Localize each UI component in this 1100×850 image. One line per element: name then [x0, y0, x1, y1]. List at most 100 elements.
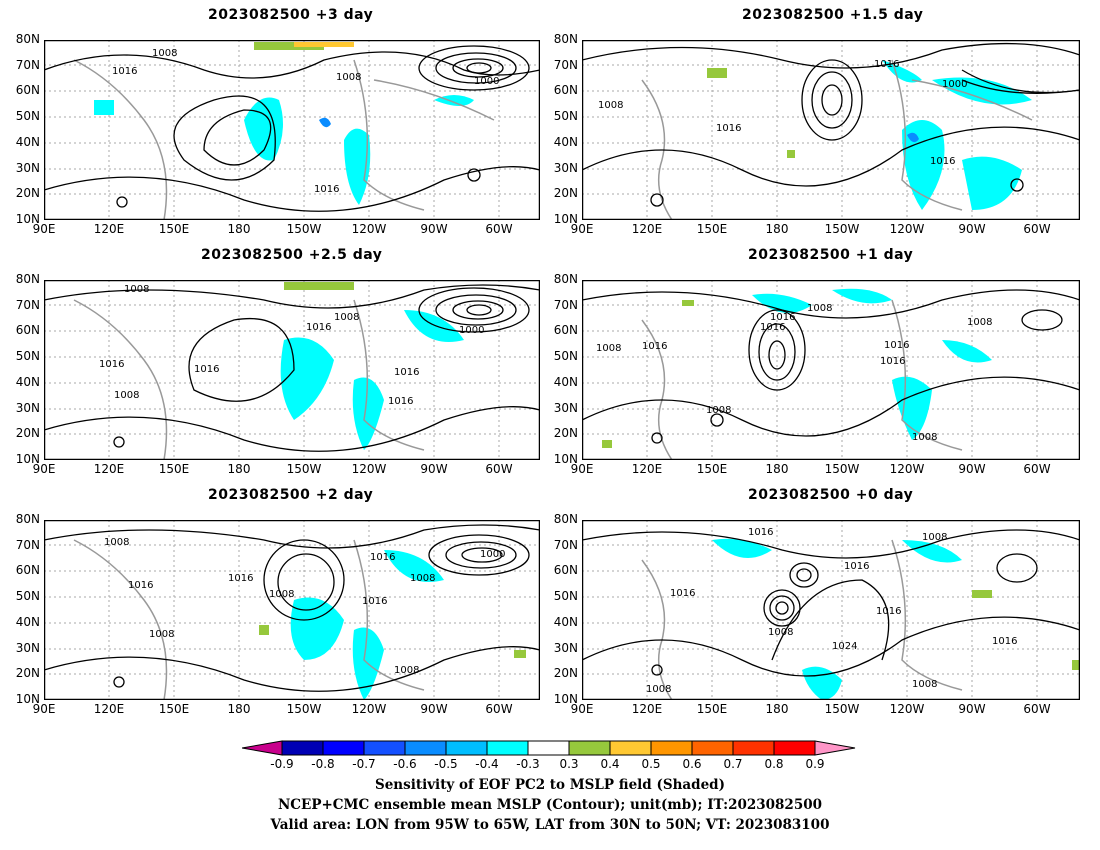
- lat-tick-label: 60N: [553, 323, 578, 338]
- lon-tick-label: 120W: [889, 702, 925, 716]
- colorbar-tick-label: -0.8: [311, 757, 335, 771]
- contour-label: 1016: [760, 322, 785, 333]
- contour-label: 1008: [334, 312, 359, 323]
- contour-label: 1016: [716, 123, 741, 134]
- lon-tick-label: 150E: [696, 702, 728, 716]
- lat-tick-label: 50N: [15, 589, 40, 604]
- contour-label: 1000: [474, 76, 499, 87]
- lat-tick-label: 30N: [553, 640, 578, 655]
- lat-tick-label: 40N: [15, 614, 40, 629]
- lat-tick-label: 20N: [553, 426, 578, 441]
- panel-title-6: 2023082500 +0 day: [748, 487, 914, 503]
- caption-line-3: Valid area: LON from 95W to 65W, LAT fro…: [270, 817, 830, 833]
- lon-tick-label: 180: [765, 702, 789, 716]
- colorbar-tick-label: 0.5: [641, 757, 661, 771]
- colorbar-tick-label: 0.7: [723, 757, 743, 771]
- lon-tick-label: 120W: [889, 222, 925, 236]
- colorbar-box: [732, 740, 775, 756]
- lon-tick-label: 90E: [32, 702, 56, 716]
- lon-tick-label: 120W: [351, 462, 387, 476]
- contour-label: 1016: [394, 367, 419, 378]
- lon-tick-label: 120W: [889, 462, 925, 476]
- lat-tick-label: 80N: [15, 512, 40, 526]
- lat-tick-label: 30N: [15, 640, 40, 655]
- map-panel-4: 1008 1016 1016 1008 1008 1016 1016 1016 …: [582, 280, 1080, 460]
- lat-tick-label: 10N: [15, 692, 40, 706]
- lat-tick-label: 60N: [15, 83, 40, 98]
- lat-tick-label: 40N: [15, 374, 40, 389]
- contour-label: 1008: [410, 573, 435, 584]
- contour-label: 1008: [124, 284, 149, 295]
- lon-tick-label: 60W: [485, 462, 513, 476]
- lon-tick-label: 60W: [1023, 462, 1051, 476]
- contour-label: 1016: [874, 59, 899, 70]
- lat-tick-label: 60N: [15, 563, 40, 578]
- map-panel-6: 1016 1008 1016 1016 1016 1008 1024 1016 …: [582, 520, 1080, 700]
- lat-tick-label: 50N: [15, 349, 40, 364]
- colorbar-tick-label: -0.6: [393, 757, 417, 771]
- contour-label: 1016: [992, 636, 1017, 647]
- lon-tick-label: 90E: [570, 222, 594, 236]
- panel-title-1: 2023082500 +3 day: [208, 7, 374, 23]
- contour-label: 1008: [646, 684, 671, 695]
- colorbar-box: [773, 740, 816, 756]
- colorbar-tick-label: 0.6: [682, 757, 702, 771]
- caption-line-1: Sensitivity of EOF PC2 to MSLP field (Sh…: [374, 777, 726, 793]
- colorbar-box: [404, 740, 447, 756]
- lat-tick-label: 10N: [15, 452, 40, 466]
- colorbar-box: [363, 740, 406, 756]
- lon-tick-label: 180: [765, 222, 789, 236]
- lon-tick-label: 60W: [1023, 222, 1051, 236]
- lat-tick-label: 20N: [15, 666, 40, 681]
- map-panel-2: 1016 1000 1008 1016 1016: [582, 40, 1080, 220]
- contour-label: 1008: [768, 627, 793, 638]
- contour-label: 1008: [807, 303, 832, 314]
- colorbar-tick-label: 0.8: [764, 757, 784, 771]
- lat-tick-label: 50N: [553, 349, 578, 364]
- contour-label: 1000: [480, 549, 505, 560]
- contour-label: 1016: [844, 561, 869, 572]
- contour-label: 1016: [306, 322, 331, 333]
- lat-tick-label: 80N: [15, 272, 40, 286]
- contour-label: 1008: [152, 48, 177, 59]
- lon-tick-label: 90E: [32, 222, 56, 236]
- contour-label: 1016: [670, 588, 695, 599]
- lat-tick-label: 60N: [553, 563, 578, 578]
- lon-tick-label: 60W: [1023, 702, 1051, 716]
- lat-tick-label: 80N: [553, 512, 578, 526]
- lat-tick-label: 20N: [15, 186, 40, 201]
- colorbar-box: [281, 740, 324, 756]
- panel-title-5: 2023082500 +2 day: [208, 487, 374, 503]
- lon-tick-label: 90W: [958, 702, 986, 716]
- lon-tick-label: 180: [227, 702, 251, 716]
- lon-tick-label: 120E: [631, 462, 663, 476]
- lon-tick-label: 150W: [286, 462, 322, 476]
- contour-label: 1016: [194, 364, 219, 375]
- lon-tick-label: 150W: [824, 462, 860, 476]
- contour-label: 1016: [930, 156, 955, 167]
- contour-label: 1016: [388, 396, 413, 407]
- lon-tick-label: 180: [227, 222, 251, 236]
- contour-label: 1008: [149, 629, 174, 640]
- panel-title-3: 2023082500 +2.5 day: [201, 247, 383, 263]
- panel-title-4: 2023082500 +1 day: [748, 247, 914, 263]
- lat-tick-label: 10N: [553, 212, 578, 226]
- lon-tick-label: 150W: [824, 702, 860, 716]
- lat-tick-label: 60N: [553, 83, 578, 98]
- colorbar-box: [445, 740, 488, 756]
- lon-tick-label: 90E: [32, 462, 56, 476]
- colorbar-box: [568, 740, 611, 756]
- lat-tick-label: 40N: [553, 134, 578, 149]
- contour-label: 1008: [598, 100, 623, 111]
- lat-tick-label: 10N: [553, 692, 578, 706]
- lat-tick-label: 20N: [553, 666, 578, 681]
- lat-tick-label: 30N: [15, 400, 40, 415]
- contour-label: 1008: [706, 405, 731, 416]
- lon-tick-label: 120W: [351, 702, 387, 716]
- contour-label: 1016: [770, 312, 795, 323]
- lat-tick-label: 40N: [553, 374, 578, 389]
- lat-tick-label: 40N: [15, 134, 40, 149]
- lat-tick-label: 30N: [553, 400, 578, 415]
- lon-tick-label: 120E: [631, 222, 663, 236]
- contour-label: 1016: [642, 341, 667, 352]
